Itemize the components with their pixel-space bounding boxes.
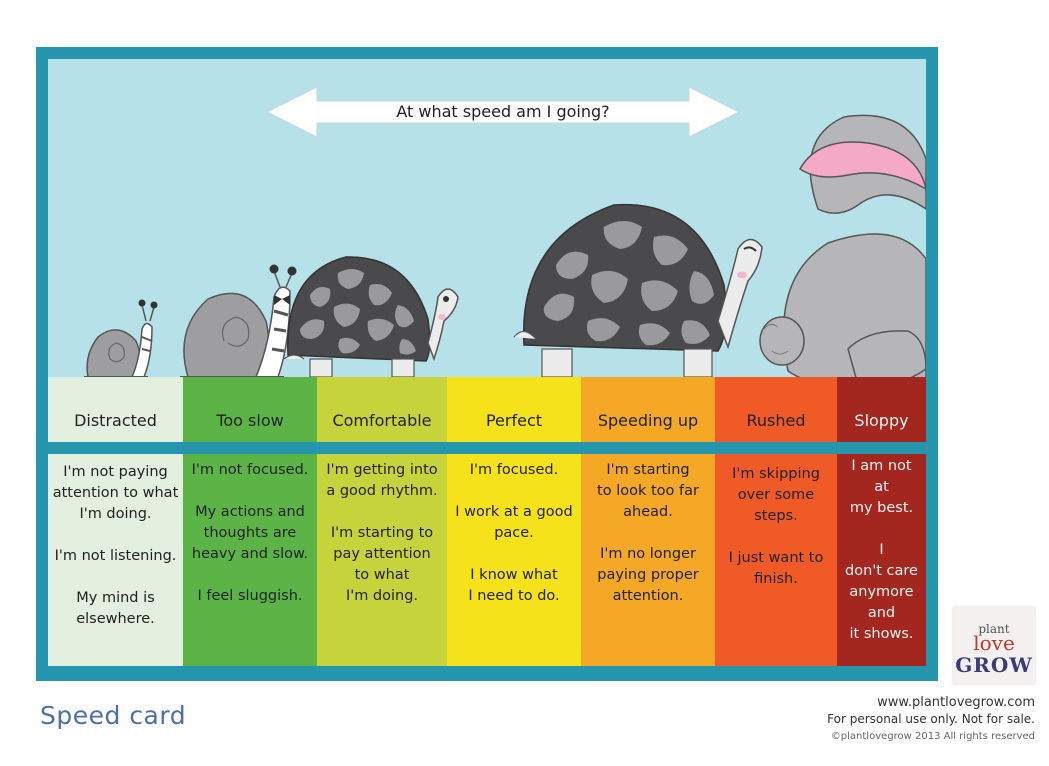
description-perfect: I'm focused. I work at a good pace. I kn… <box>447 454 581 666</box>
sky-scene: At what speed am I going? <box>48 59 926 389</box>
description-text: I'm not paying attention to what I'm doi… <box>52 464 179 627</box>
small-tortoise-icon <box>283 256 459 378</box>
level-perfect: Perfect <box>447 377 581 442</box>
level-name: Speeding up <box>597 411 699 430</box>
speed-card: At what speed am I going? Distracted Too… <box>36 47 938 681</box>
description-too-slow: I'm not focused. My actions and thoughts… <box>183 454 317 666</box>
level-name: Perfect <box>485 411 543 430</box>
rabbit-icon <box>759 114 926 389</box>
large-tortoise-icon <box>513 203 763 378</box>
logo-love: love <box>973 631 1015 655</box>
level-name: Distracted <box>74 411 157 430</box>
double-arrow-icon <box>267 87 739 137</box>
level-rushed: Rushed <box>715 377 837 442</box>
description-text: I'm getting into a good rhythm. I'm star… <box>326 462 438 604</box>
plantlovegrow-logo: plant love GROW <box>953 607 1035 684</box>
level-comfortable: Comfortable <box>317 377 447 442</box>
speed-levels: Distracted Too slow Comfortable Perfect … <box>48 377 926 442</box>
logo-grow: GROW <box>955 653 1033 677</box>
footer-usage-note: For personal use only. Not for sale. <box>827 712 1035 726</box>
large-snail-icon <box>180 264 297 378</box>
level-distracted: Distracted <box>48 377 183 442</box>
description-text: I'm starting to look too far ahead. I'm … <box>597 462 699 604</box>
description-text: I'm not focused. My actions and thoughts… <box>191 462 309 604</box>
footer-url[interactable]: www.plantlovegrow.com <box>877 695 1035 710</box>
speed-descriptions: I'm not paying attention to what I'm doi… <box>48 454 926 666</box>
level-name: Sloppy <box>854 411 909 430</box>
level-name: Rushed <box>746 411 806 430</box>
level-speeding-up: Speeding up <box>581 377 715 442</box>
description-text: I'm skipping over some steps. I just wan… <box>728 466 824 587</box>
description-distracted: I'm not paying attention to what I'm doi… <box>48 454 183 666</box>
card-title: Speed card <box>40 701 187 730</box>
level-sloppy: Sloppy <box>837 377 926 442</box>
level-name: Comfortable <box>332 411 432 430</box>
logo-plant: plant <box>978 622 1010 636</box>
description-comfortable: I'm getting into a good rhythm. I'm star… <box>317 454 447 666</box>
footer-copyright: ©plantlovegrow 2013 All rights reserved <box>830 731 1035 742</box>
footer: www.plantlovegrow.com For personal use o… <box>827 694 1035 745</box>
description-text: I am not at my best. I don't care anymor… <box>845 458 918 642</box>
level-too-slow: Too slow <box>183 377 317 442</box>
description-text: I'm focused. I work at a good pace. I kn… <box>455 462 573 604</box>
description-speeding-up: I'm starting to look too far ahead. I'm … <box>581 454 715 666</box>
animal-illustrations <box>84 114 926 389</box>
speed-question: At what speed am I going? <box>396 102 610 121</box>
level-name: Too slow <box>216 411 284 430</box>
description-sloppy: I am not at my best. I don't care anymor… <box>837 454 926 666</box>
description-rushed: I'm skipping over some steps. I just wan… <box>715 454 837 666</box>
small-snail-icon <box>84 299 158 378</box>
